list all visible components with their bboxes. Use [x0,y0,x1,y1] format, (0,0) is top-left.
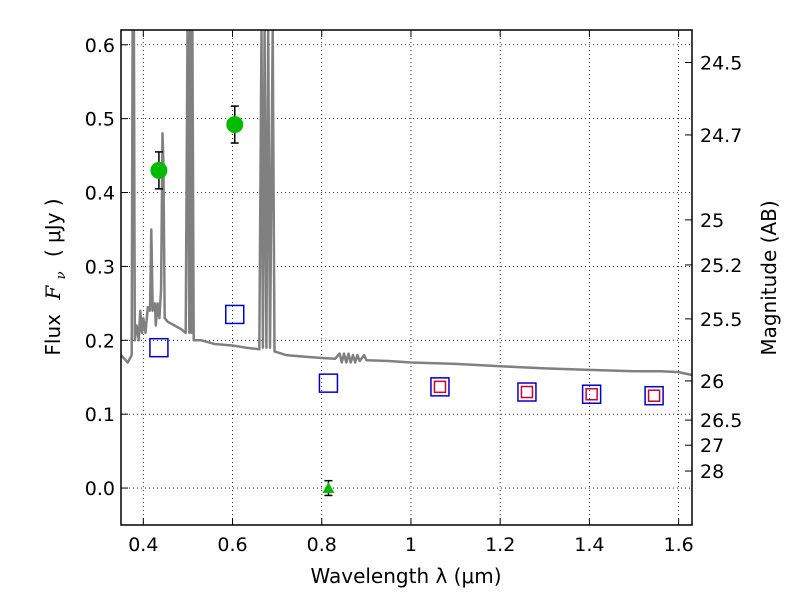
red-photometry-square [520,385,534,399]
blue-photometry-square [149,337,169,358]
right-tick-label: 26 [700,371,724,393]
y-axis-label-symbol: F [41,285,65,301]
right-tick-label: 25.2 [700,255,742,277]
right-tick-label: 25 [700,210,724,232]
red-photometry-square [647,389,661,402]
right-tick-label: 26.5 [700,410,742,432]
right-tick-label: 24.7 [700,125,742,147]
red-photometry-square [433,380,447,394]
y-axis-label-text: Flux [41,314,65,356]
nondetection-triangle [322,482,335,494]
x-axis-label: Wavelength λ (μm) [310,564,501,588]
blue-photometry-square [644,385,664,406]
grid [121,30,692,525]
ticks: 0.4 0.6 0.8 1 1.2 1.4 1.6 0.0 0.1 0.2 0.3 0.4 0.5 0.6… [85,30,742,556]
right-tick-label: 24.5 [700,53,742,75]
right-tick-label: 27 [700,435,724,457]
right-tick-label: 28 [700,461,724,483]
y-tick-label: 0.5 [85,109,115,131]
y-axis-label: Flux F ν ( μJy ) [41,198,70,355]
y-tick-label: 0.0 [85,478,115,500]
blue-photometry-square [430,377,450,397]
detection-point [226,116,244,134]
right-axis-label: Magnitude (AB) [757,200,781,355]
sed-model-line [121,30,692,377]
x-tick-label: 1.4 [574,534,604,556]
y-tick-label: 0.2 [85,330,115,352]
x-tick-label: 0.8 [307,534,337,556]
y-tick-label: 0.3 [85,256,115,278]
y-axis-label-subscript: ν [54,271,69,279]
blue-photometry-square [581,384,602,404]
x-tick-label: 1.6 [664,534,694,556]
y-axis-label-units: ( μJy ) [41,198,65,257]
y-tick-label: 0.4 [85,183,115,205]
x-tick-label: 1 [405,534,417,556]
blue-photometry-square [517,382,537,402]
plot-frame [120,29,693,526]
x-tick-label: 0.6 [217,534,247,556]
detection-point [150,161,168,179]
clipped-series [121,30,692,497]
red-photometry-square [585,387,598,401]
x-tick-label: 0.4 [128,534,158,556]
blue-photometry-square [225,304,245,325]
blue-photometry-square [318,373,339,393]
right-tick-label: 25.5 [700,309,742,331]
x-tick-label: 1.2 [485,534,515,556]
plot-area [121,30,692,497]
y-tick-label: 0.6 [85,35,115,57]
y-tick-label: 0.1 [85,404,115,426]
